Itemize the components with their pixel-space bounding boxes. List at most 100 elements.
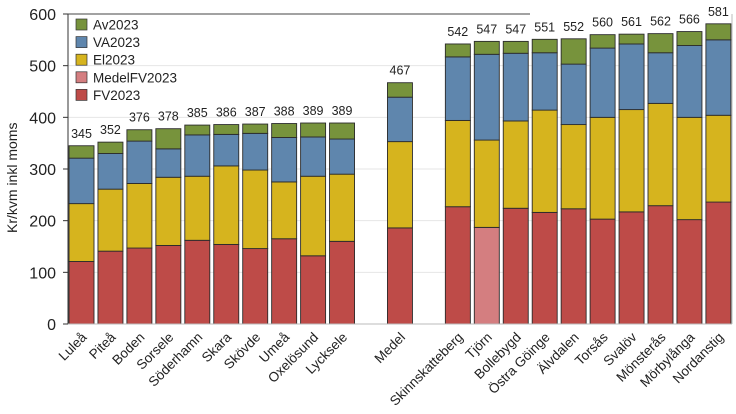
bar-segment-el2023 [502,120,529,209]
bar-segment-av2023 [473,40,500,55]
total-data-label: 352 [100,123,121,137]
total-data-label: 387 [245,105,266,119]
bar-segment-va2023 [531,52,558,111]
bar-segment-el2023 [589,116,616,220]
bar-segment-av2023 [531,38,558,54]
bar-segment-fv2023 [242,248,269,325]
bars [68,23,732,325]
bar-segment-fv2023 [502,207,529,325]
bar-segment-va2023 [387,96,413,143]
legend-label: MedelFV2023 [93,70,177,85]
bar-segment-va2023 [68,157,95,205]
bar-segment-va2023 [444,56,471,121]
bar-segment-va2023 [502,52,529,122]
bar-segment-va2023 [97,153,124,190]
bar-segment-av2023 [300,122,327,138]
bar-segment-va2023 [560,63,587,126]
bar-segment-av2023 [676,31,703,46]
bar-segment-el2023 [473,139,500,228]
bar-segment-el2023 [444,119,471,208]
legend-label: VA2023 [93,35,140,50]
bar-segment-av2023 [647,33,674,54]
x-tick-label: Luleå [56,329,90,363]
bar-segment-el2023 [155,176,182,246]
bar-segment-el2023 [184,175,211,241]
bar-segment-va2023 [155,148,182,178]
total-data-label: 378 [158,110,179,124]
bar-segment-el2023 [705,114,732,203]
bar-segment-fv2023 [705,201,732,325]
bar-segment-av2023 [126,129,153,142]
bar-segment-va2023 [271,137,298,183]
bar-segment-av2023 [560,38,587,65]
total-data-label: 547 [505,22,526,36]
total-data-label: 345 [71,127,92,141]
bar-segment-av2023 [329,122,355,140]
y-ticks: 0 100 200 300 400 500 600 [29,7,68,334]
total-data-label: 388 [274,105,295,119]
bar-segment-fv2023 [647,205,674,325]
bar-segment-av2023 [502,40,529,54]
legend-swatch [75,71,88,84]
bar-segment-va2023 [473,53,500,141]
bar-segment-av2023 [155,128,182,150]
total-data-label: 542 [447,25,468,39]
x-tick-labels: LuleåPiteåBodenSorseleSöderhamnSkaraSköv… [56,329,727,408]
total-data-label: 560 [592,16,613,30]
bar-segment-av2023 [618,33,645,45]
bar-segment-av2023 [242,123,269,134]
bar-segment-fv2023 [271,238,298,325]
total-data-label: 385 [187,106,208,120]
bar-segment-va2023 [242,132,269,171]
legend-label: FV2023 [93,88,140,103]
bar-segment-el2023 [560,124,587,210]
total-data-label: 581 [708,5,729,19]
bar-segment-el2023 [387,141,413,229]
bar-segment-el2023 [329,173,355,242]
bar-segment-fv2023 [589,218,616,325]
y-tick-label: 200 [29,214,56,231]
bar-segment-fv2023 [618,211,645,325]
y-tick-label: 500 [29,59,56,76]
bar-segment-fv2023 [444,206,471,325]
bar-segment-va2023 [676,45,703,118]
bar-segment-va2023 [589,47,616,118]
bar-segment-av2023 [184,124,211,136]
bar-segment-av2023 [589,34,616,49]
bar-segment-el2023 [531,109,558,213]
x-tick-label: Medel [371,330,408,367]
total-labels: 345 352 376 378 385 386 387 388 389 389 467 542 547 5… [71,5,729,141]
bar-segment-el2023 [97,188,124,252]
bar-segment-va2023 [300,136,327,177]
total-data-label: 547 [476,22,497,36]
bar-segment-el2023 [242,169,269,250]
bar-segment-fv2023 [97,250,124,325]
bar-segment-va2023 [647,52,674,104]
bar-segment-va2023 [213,133,240,167]
bar-segment-va2023 [126,140,153,184]
bar-segment-el2023 [213,165,240,245]
total-data-label: 561 [621,15,642,29]
y-tick-label: 400 [29,110,56,127]
bar-segment-va2023 [618,43,645,111]
bar-segment-el2023 [300,175,327,257]
bar-segment-el2023 [68,203,95,262]
total-data-label: 389 [332,104,353,118]
bar-segment-va2023 [705,39,732,116]
total-data-label: 562 [650,15,671,29]
total-data-label: 551 [534,20,555,34]
bar-segment-fv2023 [68,261,95,325]
bar-segment-av2023 [68,145,95,159]
bar-segment-fv2023 [126,247,153,325]
bar-segment-av2023 [705,23,732,41]
bar-segment-fv2023 [531,211,558,325]
bar-segment-av2023 [444,43,471,58]
bar-segment-el2023 [647,102,674,207]
y-tick-label: 100 [29,265,56,282]
bar-segment-el2023 [271,181,298,240]
total-data-label: 552 [563,20,584,34]
bar-segment-fv2023 [184,239,211,325]
bar-segment-av2023 [97,141,124,154]
legend-swatch [75,53,88,66]
